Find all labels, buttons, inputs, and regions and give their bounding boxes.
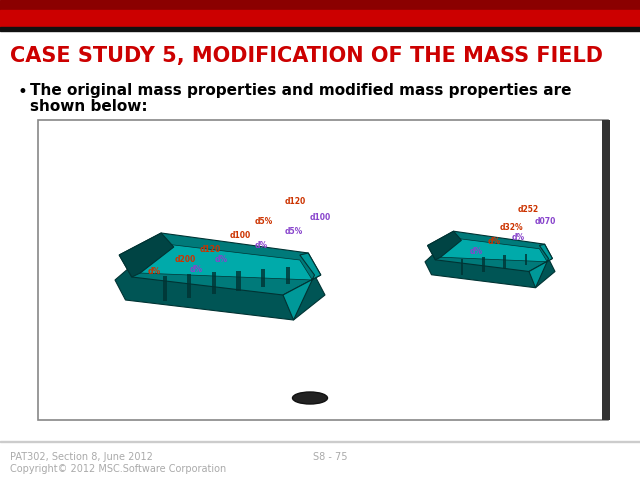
Polygon shape (482, 257, 484, 272)
Polygon shape (163, 276, 167, 301)
Bar (0, 27, 640, 31)
Text: d120: d120 (200, 245, 221, 254)
Text: d%: d% (255, 240, 268, 250)
Text: CASE STUDY 5, MODIFICATION OF THE MASS FIELD: CASE STUDY 5, MODIFICATION OF THE MASS F… (10, 46, 603, 66)
Bar (0, 10, 640, 27)
Polygon shape (285, 267, 290, 284)
Text: d5%: d5% (285, 228, 303, 237)
Text: S8 - 75: S8 - 75 (313, 452, 348, 462)
Bar (38, 120, 608, 420)
Text: d%: d% (190, 265, 203, 275)
Bar (602, 120, 610, 420)
Text: PAT302, Section 8, June 2012
Copyright© 2012 MSC.Software Corporation: PAT302, Section 8, June 2012 Copyright© … (10, 452, 227, 474)
Polygon shape (461, 259, 463, 275)
Text: d252: d252 (518, 205, 539, 215)
Polygon shape (428, 231, 552, 272)
Text: d070: d070 (535, 217, 556, 227)
Text: d200: d200 (175, 255, 196, 264)
Text: d32%: d32% (500, 224, 524, 232)
Bar (0, 0, 640, 10)
Polygon shape (261, 269, 266, 287)
Text: d120: d120 (285, 197, 307, 206)
Text: d5%: d5% (255, 217, 273, 227)
Polygon shape (503, 255, 506, 268)
Polygon shape (188, 274, 191, 298)
Polygon shape (212, 273, 216, 294)
Polygon shape (529, 244, 552, 288)
Polygon shape (440, 238, 547, 262)
Text: d%: d% (470, 248, 483, 256)
Bar (0, 442, 640, 480)
Text: d%: d% (215, 255, 228, 264)
Polygon shape (425, 244, 555, 288)
Polygon shape (283, 253, 321, 320)
Polygon shape (237, 271, 241, 291)
Ellipse shape (292, 392, 328, 404)
Bar (0, 441, 640, 442)
Polygon shape (140, 243, 312, 280)
Polygon shape (115, 253, 325, 320)
Text: shown below:: shown below: (30, 99, 148, 114)
Text: d100: d100 (310, 214, 332, 223)
Polygon shape (119, 233, 321, 295)
Text: •: • (18, 83, 28, 101)
Polygon shape (428, 231, 461, 260)
Text: d%: d% (148, 267, 161, 276)
Text: The original mass properties and modified mass properties are: The original mass properties and modifie… (30, 83, 572, 98)
Text: d%: d% (488, 238, 501, 247)
Polygon shape (119, 233, 174, 277)
Polygon shape (525, 254, 527, 265)
Text: d100: d100 (230, 230, 252, 240)
Text: d%: d% (512, 233, 525, 242)
